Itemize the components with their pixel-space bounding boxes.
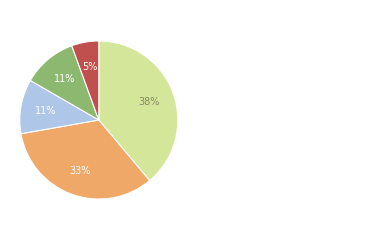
Wedge shape — [30, 46, 99, 120]
Legend: Mined from GenBank, NCBI [7], Centre for Biodiversity
Genomics [6], Smithsonian : Mined from GenBank, NCBI [7], Centre for… — [190, 0, 335, 116]
Wedge shape — [20, 80, 99, 134]
Wedge shape — [72, 41, 99, 120]
Text: 11%: 11% — [35, 106, 57, 116]
Wedge shape — [21, 120, 150, 199]
Text: 5%: 5% — [82, 62, 97, 72]
Text: 38%: 38% — [139, 97, 160, 107]
Text: 33%: 33% — [70, 166, 91, 175]
Wedge shape — [99, 41, 178, 180]
Text: 11%: 11% — [54, 74, 75, 84]
